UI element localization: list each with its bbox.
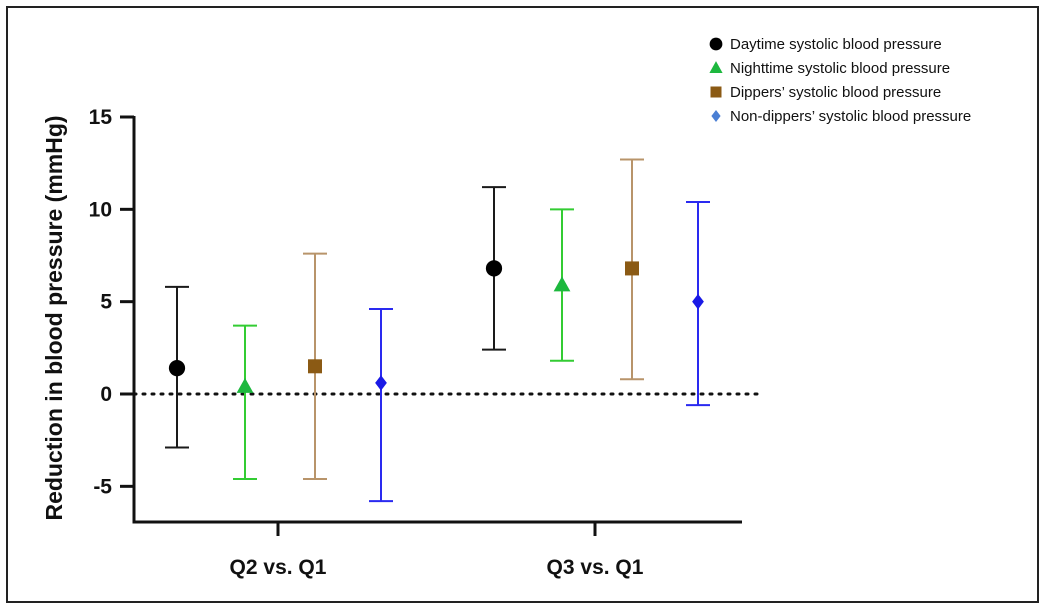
y-tick-label: 10 <box>89 198 112 221</box>
y-tick-label: 5 <box>100 291 112 314</box>
chart-frame <box>6 6 1039 603</box>
y-tick-label: 15 <box>89 106 113 129</box>
y-axis-title: Reduction in blood pressure (mmHg) <box>41 115 67 520</box>
legend-label: Non-dippers’ systolic blood pressure <box>730 108 971 125</box>
axes-layer: 15 10 5 0 -5 Q2 vs. Q1 Q3 vs. Q1 <box>89 106 742 579</box>
legend-marker-diamond <box>711 109 721 123</box>
y-tick-label: 0 <box>100 383 112 406</box>
x-category-label: Q3 vs. Q1 <box>547 556 644 579</box>
data-point-square <box>308 359 322 374</box>
x-category-label: Q2 vs. Q1 <box>230 556 327 579</box>
legend-marker-circle <box>709 37 723 51</box>
legend-marker-triangle <box>709 61 723 73</box>
data-point-triangle <box>236 377 254 393</box>
legend: Daytime systolic blood pressure Nighttime… <box>709 36 971 125</box>
legend-label: Nighttime systolic blood pressure <box>730 60 950 77</box>
legend-label: Dippers’ systolic blood pressure <box>730 84 941 101</box>
data-point-triangle <box>553 276 571 292</box>
data-point-circle <box>168 360 186 377</box>
series-layer <box>165 158 710 503</box>
legend-label: Daytime systolic blood pressure <box>730 36 942 53</box>
data-point-square <box>625 261 639 276</box>
legend-marker-square <box>710 86 722 98</box>
series-triangle <box>233 208 574 480</box>
series-diamond <box>369 200 710 503</box>
y-tick-label: -5 <box>93 475 112 498</box>
series-circle <box>165 186 506 449</box>
series-square <box>303 158 644 480</box>
data-point-diamond <box>375 375 387 391</box>
data-point-diamond <box>692 293 704 310</box>
data-point-circle <box>485 260 503 277</box>
